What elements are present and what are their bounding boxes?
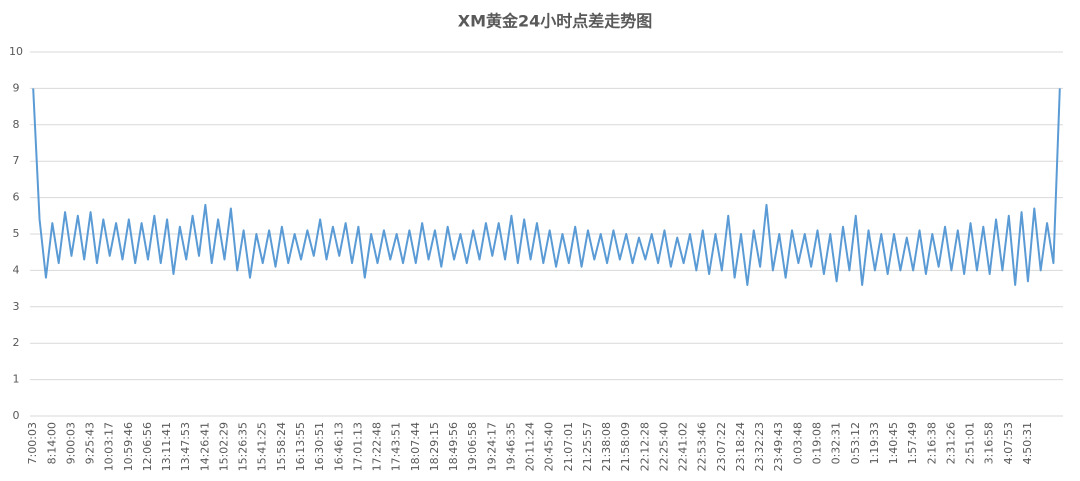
y-tick-label: 5 — [13, 227, 20, 240]
x-tick-label: 9:25:43 — [84, 422, 97, 464]
x-tick-label: 10:03:17 — [103, 422, 116, 471]
x-tick-label: 7:00:03 — [26, 422, 39, 464]
x-tick-label: 1:19:33 — [868, 422, 881, 464]
y-tick-label: 1 — [13, 373, 20, 386]
x-tick-label: 9:00:03 — [64, 422, 77, 464]
x-tick-label: 2:51:01 — [964, 422, 977, 464]
x-tick-label: 17:01:13 — [351, 422, 364, 471]
x-tick-label: 23:32:23 — [753, 422, 766, 471]
x-tick-label: 2:31:26 — [944, 422, 957, 464]
line-series — [32, 88, 1061, 286]
x-tick-label: 17:43:51 — [390, 422, 403, 471]
x-tick-label: 18:49:56 — [447, 422, 460, 471]
x-tick-label: 20:11:24 — [524, 422, 537, 471]
x-tick-label: 15:58:24 — [275, 422, 288, 471]
x-tick-label: 16:13:55 — [294, 422, 307, 471]
x-tick-label: 17:22:48 — [371, 422, 384, 471]
x-tick-label: 10:59:46 — [122, 422, 135, 471]
y-tick-label: 7 — [13, 154, 20, 167]
x-tick-label: 4:50:31 — [1021, 422, 1034, 464]
chart-title: XM黄金24小时点差走势图 — [458, 12, 653, 31]
y-tick-label: 3 — [13, 300, 20, 313]
x-tick-label: 1:57:49 — [906, 422, 919, 464]
x-tick-label: 1:40:45 — [887, 422, 900, 464]
x-tick-label: 21:07:01 — [562, 422, 575, 471]
x-tick-label: 19:46:35 — [504, 422, 517, 471]
x-tick-label: 15:02:29 — [217, 422, 230, 471]
x-tick-label: 0:53:12 — [849, 422, 862, 464]
x-tick-label: 22:53:46 — [696, 422, 709, 471]
y-tick-label: 10 — [9, 45, 23, 58]
x-tick-label: 13:47:53 — [179, 422, 192, 471]
x-tick-label: 4:07:53 — [1002, 422, 1015, 464]
x-tick-label: 0:32:31 — [830, 422, 843, 464]
x-tick-label: 16:30:51 — [313, 422, 326, 471]
y-tick-label: 6 — [13, 191, 20, 204]
x-tick-label: 19:24:17 — [485, 422, 498, 471]
x-tick-label: 8:14:00 — [45, 422, 58, 464]
x-tick-label: 15:41:25 — [256, 422, 269, 471]
x-tick-label: 20:45:40 — [543, 422, 556, 471]
x-tick-label: 23:18:24 — [734, 422, 747, 471]
y-tick-label: 4 — [13, 263, 20, 276]
x-tick-label: 22:12:28 — [638, 422, 651, 471]
x-tick-label: 13:11:41 — [160, 422, 173, 471]
x-tick-label: 2:16:38 — [925, 422, 938, 464]
x-tick-label: 15:26:35 — [237, 422, 250, 471]
x-tick-label: 14:26:41 — [198, 422, 211, 471]
x-tick-label: 21:58:09 — [619, 422, 632, 471]
x-tick-label: 12:06:56 — [141, 422, 154, 471]
x-tick-label: 22:41:02 — [677, 422, 690, 471]
y-tick-label: 9 — [13, 81, 20, 94]
y-tick-label: 8 — [13, 118, 20, 131]
x-tick-label: 0:03:48 — [791, 422, 804, 464]
x-tick-label: 23:49:43 — [772, 422, 785, 471]
x-tick-label: 16:46:13 — [332, 422, 345, 471]
x-tick-label: 21:38:08 — [600, 422, 613, 471]
x-tick-label: 21:25:57 — [581, 422, 594, 471]
x-tick-label: 18:29:15 — [428, 422, 441, 471]
y-tick-label: 2 — [13, 336, 20, 349]
x-tick-label: 22:25:40 — [657, 422, 670, 471]
x-tick-label: 19:06:58 — [466, 422, 479, 471]
x-tick-label: 0:19:08 — [811, 422, 824, 464]
x-tick-label: 23:07:22 — [715, 422, 728, 471]
x-tick-label: 3:16:58 — [983, 422, 996, 464]
x-tick-label: 18:07:44 — [409, 422, 422, 471]
y-tick-label: 0 — [13, 409, 20, 422]
